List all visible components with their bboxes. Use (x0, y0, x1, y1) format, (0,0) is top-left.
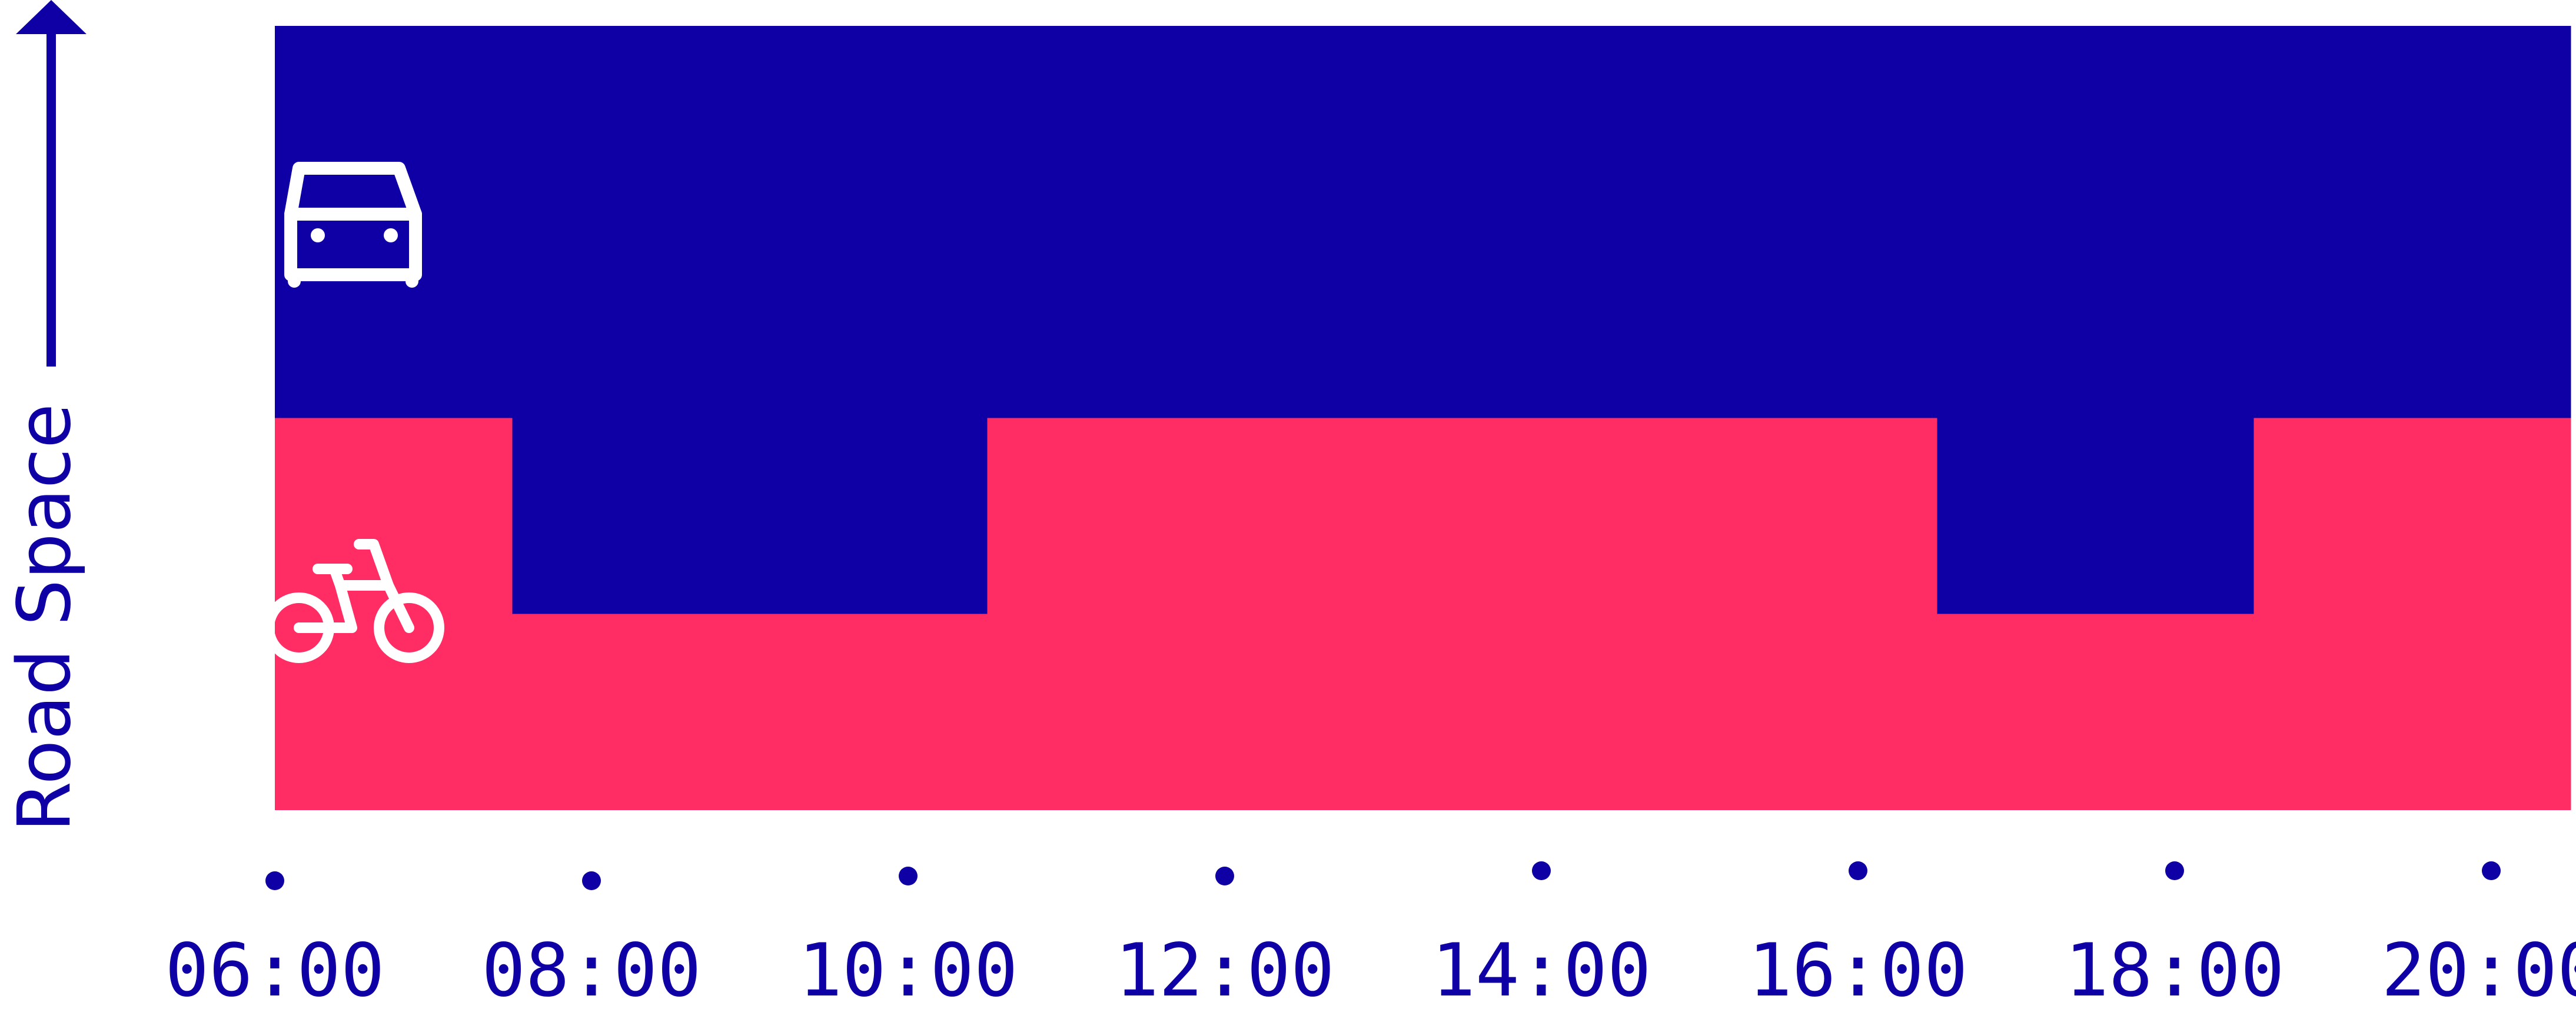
road-space-bands (275, 26, 2571, 810)
y-axis: Road Space (2, 0, 87, 832)
car-band-segment (275, 26, 513, 418)
car-band-segment (512, 26, 988, 614)
x-tick-label: 18:00 (2065, 928, 2284, 1009)
bike-band-segment (275, 418, 513, 810)
x-tick-dot (1849, 861, 1867, 880)
x-tick-label: 06:00 (165, 928, 384, 1009)
car-band-segment (1937, 26, 2255, 614)
bike-band-segment (512, 614, 988, 810)
car-icon (284, 162, 422, 288)
x-tick-dot (1532, 861, 1551, 880)
x-tick-dot (265, 871, 284, 890)
bicycle-icon (264, 539, 444, 663)
x-tick-label: 08:00 (481, 928, 701, 1009)
x-tick-label: 10:00 (798, 928, 1018, 1009)
car-band-segment (987, 26, 1938, 418)
x-tick-dot (2165, 861, 2184, 880)
y-axis-title: Road Space (2, 404, 87, 832)
x-tick-label: 12:00 (1115, 928, 1334, 1009)
car-band-segment (2253, 26, 2571, 418)
bike-band-segment (2253, 418, 2571, 810)
x-tick-label: 16:00 (1748, 928, 1967, 1009)
x-axis: 06:00 08:00 10:00 12:00 14:00 16:00 18:00 20:00 (165, 861, 2576, 1009)
x-tick-dot (2482, 861, 2501, 880)
x-tick-dot (1215, 867, 1234, 885)
x-tick-label: 14:00 (1431, 928, 1651, 1009)
x-tick-dot (899, 867, 918, 885)
y-axis-arrow-head (16, 0, 87, 34)
bike-band-segment (987, 418, 1938, 810)
bike-band-segment (1937, 614, 2255, 810)
x-tick-dot (582, 871, 601, 890)
x-tick-label: 20:00 (2381, 928, 2576, 1009)
